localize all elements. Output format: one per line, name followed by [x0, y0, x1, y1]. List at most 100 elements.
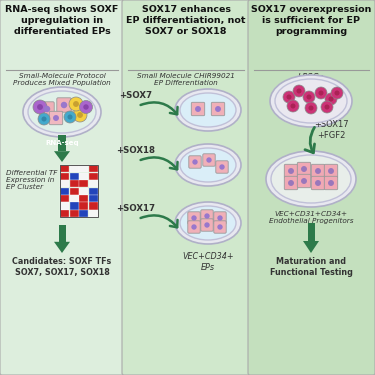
Circle shape	[315, 87, 327, 99]
Circle shape	[309, 105, 314, 111]
Bar	[58, 225, 66, 242]
Bar	[308, 223, 315, 241]
Ellipse shape	[180, 93, 236, 127]
Circle shape	[301, 178, 307, 184]
Polygon shape	[54, 242, 70, 253]
Circle shape	[321, 101, 333, 113]
Text: +SOX18: +SOX18	[117, 146, 156, 155]
FancyBboxPatch shape	[189, 156, 201, 168]
FancyBboxPatch shape	[297, 174, 311, 188]
FancyBboxPatch shape	[191, 102, 205, 116]
FancyArrowPatch shape	[141, 102, 177, 114]
Ellipse shape	[266, 151, 356, 207]
Bar	[60, 195, 69, 202]
Circle shape	[286, 94, 291, 99]
Ellipse shape	[180, 148, 236, 182]
Text: hPSCs: hPSCs	[298, 73, 324, 82]
Circle shape	[315, 168, 321, 174]
Bar	[88, 173, 98, 180]
Bar	[69, 210, 79, 217]
FancyBboxPatch shape	[284, 176, 298, 190]
Ellipse shape	[175, 202, 241, 244]
Circle shape	[68, 114, 72, 120]
FancyBboxPatch shape	[0, 0, 124, 375]
Bar	[60, 165, 69, 172]
Text: Maturation and
Functional Testing: Maturation and Functional Testing	[270, 257, 352, 277]
Bar	[69, 180, 79, 187]
Bar	[79, 202, 88, 210]
Bar	[60, 173, 69, 180]
Bar	[69, 202, 79, 210]
FancyBboxPatch shape	[311, 164, 325, 178]
Circle shape	[191, 215, 197, 221]
Bar	[79, 188, 88, 195]
Ellipse shape	[175, 89, 241, 131]
Circle shape	[306, 94, 312, 99]
FancyArrowPatch shape	[141, 158, 177, 169]
Text: RNA-seq: RNA-seq	[45, 140, 79, 146]
FancyBboxPatch shape	[324, 176, 338, 190]
Circle shape	[38, 113, 50, 125]
Bar	[79, 165, 88, 172]
Circle shape	[293, 85, 305, 97]
FancyBboxPatch shape	[40, 102, 54, 116]
Circle shape	[83, 104, 89, 110]
FancyBboxPatch shape	[188, 221, 200, 233]
Bar	[60, 210, 69, 217]
FancyBboxPatch shape	[203, 154, 215, 166]
Circle shape	[217, 215, 223, 221]
Bar	[79, 180, 88, 187]
FancyBboxPatch shape	[214, 221, 226, 233]
Bar	[60, 188, 69, 195]
Ellipse shape	[270, 75, 352, 127]
Text: SOX17 overexpression
is sufficient for EP
programming: SOX17 overexpression is sufficient for E…	[251, 5, 371, 36]
Text: Small Molecule CHIR99021
EP Differentiation: Small Molecule CHIR99021 EP Differentiat…	[137, 73, 235, 86]
Circle shape	[315, 180, 321, 186]
Bar	[88, 195, 98, 202]
Circle shape	[191, 224, 197, 230]
FancyBboxPatch shape	[211, 102, 225, 116]
Circle shape	[195, 106, 201, 112]
FancyBboxPatch shape	[248, 0, 375, 375]
Text: SOX17 enhances
EP differentiation, not
SOX7 or SOX18: SOX17 enhances EP differentiation, not S…	[126, 5, 246, 36]
Circle shape	[204, 222, 210, 228]
Text: Candidates: SOXF TFs
SOX7, SOX17, SOX18: Candidates: SOXF TFs SOX7, SOX17, SOX18	[12, 257, 112, 277]
Ellipse shape	[180, 206, 236, 240]
Circle shape	[204, 213, 210, 219]
FancyBboxPatch shape	[201, 219, 213, 231]
Bar	[79, 173, 88, 180]
Circle shape	[215, 106, 221, 112]
Bar	[69, 165, 79, 172]
FancyBboxPatch shape	[201, 210, 213, 222]
Text: +SOX7: +SOX7	[119, 91, 153, 100]
Text: Small-Molecule Protocol
Produces Mixed Population: Small-Molecule Protocol Produces Mixed P…	[13, 73, 111, 86]
Circle shape	[53, 115, 59, 121]
Circle shape	[305, 102, 317, 114]
Bar	[79, 210, 88, 217]
Circle shape	[325, 93, 337, 105]
Bar	[69, 195, 79, 202]
Circle shape	[77, 112, 83, 118]
Circle shape	[288, 168, 294, 174]
FancyBboxPatch shape	[297, 162, 311, 176]
Circle shape	[192, 159, 198, 165]
Circle shape	[291, 104, 296, 108]
FancyBboxPatch shape	[214, 212, 226, 224]
Text: VEC+CD34+
EPs: VEC+CD34+ EPs	[182, 252, 234, 272]
Bar	[60, 165, 98, 217]
Ellipse shape	[275, 79, 347, 123]
Circle shape	[334, 90, 339, 96]
Circle shape	[331, 87, 343, 99]
Bar	[69, 188, 79, 195]
Text: +SOX17
+FGF2: +SOX17 +FGF2	[314, 120, 348, 140]
FancyBboxPatch shape	[188, 212, 200, 224]
FancyArrowPatch shape	[141, 215, 177, 227]
Ellipse shape	[28, 91, 96, 133]
Ellipse shape	[175, 144, 241, 186]
Ellipse shape	[271, 155, 351, 203]
FancyBboxPatch shape	[216, 161, 228, 173]
Bar	[79, 195, 88, 202]
Circle shape	[61, 102, 67, 108]
FancyBboxPatch shape	[49, 111, 63, 125]
Circle shape	[37, 104, 43, 110]
